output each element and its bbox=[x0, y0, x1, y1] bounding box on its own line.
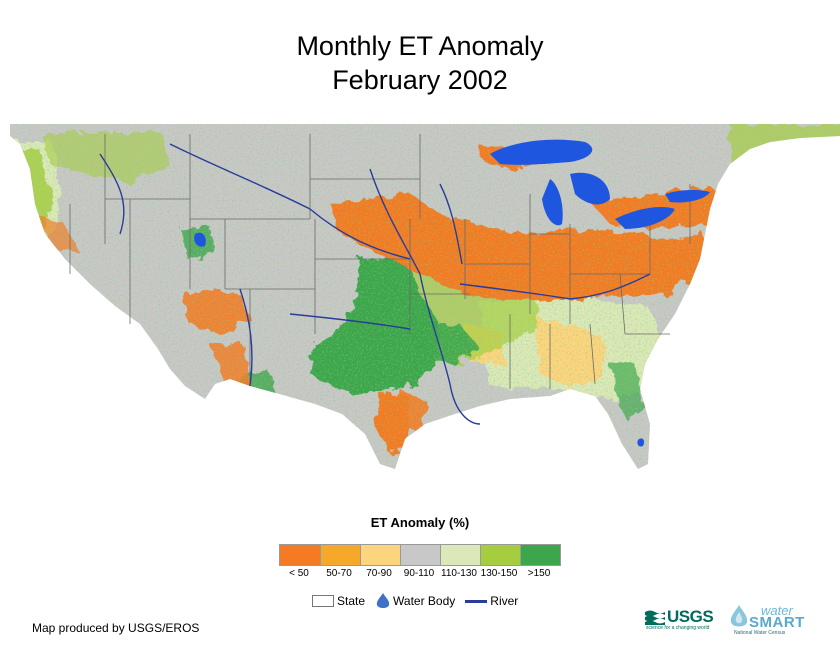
nodata-baja bbox=[165, 372, 188, 416]
key-water-label: Water Body bbox=[393, 594, 456, 608]
legend-label: 50-70 bbox=[326, 568, 352, 579]
water-drop-icon bbox=[376, 593, 390, 608]
orange-speckle-texture bbox=[10, 124, 840, 469]
key-river-label: River bbox=[490, 594, 519, 608]
rivers bbox=[99, 143, 651, 425]
map-key: State Water Body River bbox=[312, 592, 528, 610]
key-water-body: Water Body bbox=[375, 592, 455, 610]
watersmart-water-text: water bbox=[761, 603, 793, 618]
river-line-icon bbox=[465, 599, 488, 603]
state-box-icon bbox=[312, 595, 334, 607]
map-title: Monthly ET Anomaly bbox=[296, 31, 544, 61]
water-bodies bbox=[194, 139, 710, 447]
state-boundaries bbox=[69, 134, 691, 389]
legend-title: ET Anomaly (%) bbox=[370, 515, 470, 530]
legend-swatch bbox=[360, 545, 400, 565]
legend-swatch bbox=[280, 545, 320, 565]
legend-label: 90-110 bbox=[403, 568, 435, 579]
legend-swatch bbox=[320, 545, 360, 565]
legend-swatch bbox=[440, 545, 480, 565]
legend-swatch bbox=[520, 545, 560, 565]
usgs-logo: USGS bbox=[645, 607, 714, 627]
usgs-logo-text: USGS bbox=[667, 607, 714, 626]
legend-label: 70-90 bbox=[366, 568, 392, 579]
legend-color-bar bbox=[279, 544, 561, 566]
watersmart-census-text: National Water Census bbox=[734, 630, 786, 636]
legend-label: >150 bbox=[527, 568, 551, 579]
legend-label: 130-150 bbox=[480, 568, 518, 579]
usgs-wave-icon bbox=[645, 610, 665, 625]
et-anomaly-map bbox=[10, 124, 840, 469]
key-state-label: State bbox=[337, 594, 366, 608]
legend-label: 110-130 bbox=[441, 568, 477, 579]
legend-swatch bbox=[400, 545, 440, 565]
legend-label: < 50 bbox=[289, 568, 309, 579]
key-state: State bbox=[312, 594, 365, 608]
watersmart-smart-text: SMART bbox=[749, 614, 805, 631]
key-river: River bbox=[465, 594, 518, 608]
watersmart-drop-icon bbox=[730, 605, 748, 627]
map-subtitle: February 2002 bbox=[332, 65, 508, 95]
legend-labels: < 50 50-70 70-90 90-110 110-130 130-150 … bbox=[279, 568, 563, 582]
usgs-tagline: science for a changing world bbox=[646, 625, 710, 631]
credit-text: Map produced by USGS/EROS bbox=[32, 621, 200, 635]
legend-swatch bbox=[480, 545, 520, 565]
